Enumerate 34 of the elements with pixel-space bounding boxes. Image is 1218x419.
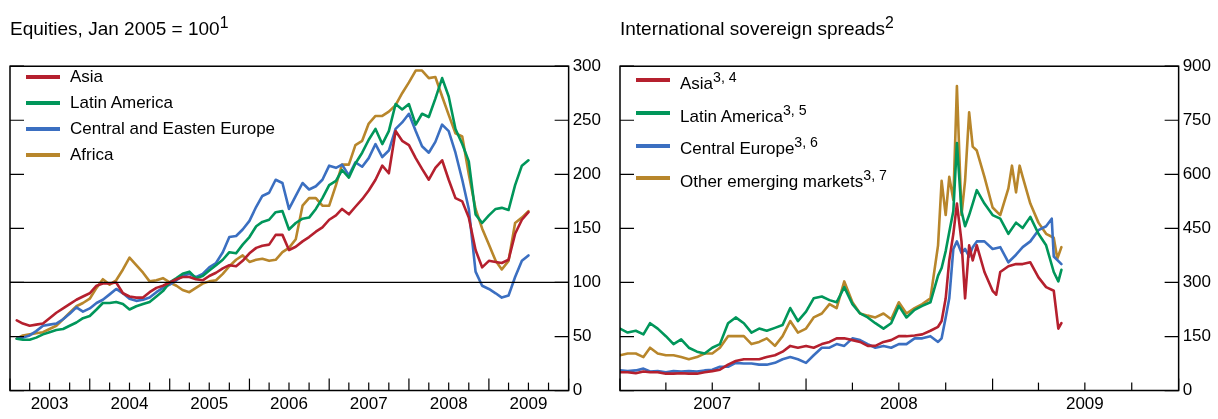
x-tick-label: 2006 [270, 394, 308, 414]
x-tick-label: 2009 [509, 394, 548, 414]
y-tick-label: 750 [1182, 109, 1212, 129]
legend-label: Asia [70, 66, 104, 88]
x-tick-label: 2008 [879, 394, 918, 414]
y-tick-label: 300 [572, 55, 602, 75]
legend-label: Central Europe$^{3, 6}$ [680, 133, 818, 160]
x-tick-label: 2004 [110, 394, 149, 414]
y-tick-label: 50 [572, 326, 592, 346]
y-tick-label: 150 [1182, 326, 1212, 346]
x-tick-label: 2007 [349, 394, 388, 414]
y-tick-label: 150 [572, 218, 602, 238]
legend-label: Latin America$^{3, 5}$ [680, 100, 807, 128]
legend-label: Other emerging markets$^{3, 7}$ [680, 165, 887, 193]
y-tick-label: 100 [572, 272, 602, 292]
y-tick-label: 250 [572, 109, 602, 129]
legend-label: Asia$^{3, 4}$ [680, 68, 737, 95]
y-tick-label: 300 [1182, 272, 1212, 292]
x-tick-label: 2003 [30, 394, 69, 414]
x-tick-label: 2009 [1065, 394, 1104, 414]
y-tick-label: 450 [1182, 218, 1212, 238]
x-tick-label: 2007 [693, 394, 732, 414]
x-tick-label: 2005 [190, 394, 229, 414]
legend-label: Latin America [70, 92, 173, 114]
y-tick-label: 200 [572, 164, 602, 184]
y-tick-label: 0 [572, 380, 583, 400]
chart-title: Equities, Jan 2005 = 100$^{1}$ [10, 14, 229, 41]
y-tick-label: 900 [1182, 55, 1212, 75]
x-tick-label: 2008 [429, 394, 468, 414]
y-tick-label: 0 [1182, 380, 1193, 400]
chart-title: International sovereign spreads$^{2}$ [620, 14, 894, 41]
y-tick-label: 600 [1182, 164, 1212, 184]
legend-label: Africa [70, 144, 114, 166]
legend-label: Central and Easten Europe [70, 118, 276, 140]
